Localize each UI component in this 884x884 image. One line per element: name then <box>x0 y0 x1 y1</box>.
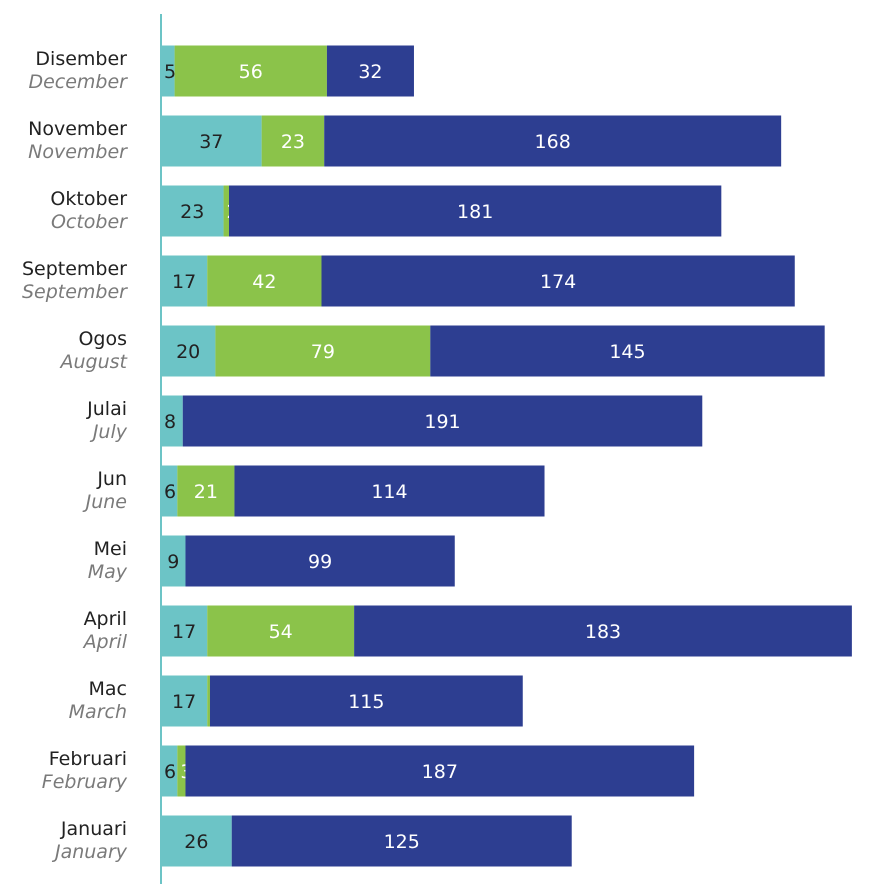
category-label: Mei <box>94 538 127 560</box>
bar-segment <box>223 185 229 237</box>
bar-value-label: 191 <box>424 411 460 433</box>
category-label: Jun <box>96 468 127 490</box>
category-label: Oktober <box>50 188 127 210</box>
category-label: Julai <box>86 398 127 420</box>
bar-segment <box>161 675 208 727</box>
bar-segment <box>215 325 431 377</box>
bar-value-label: 115 <box>348 691 384 713</box>
category-label-en: April <box>82 631 128 653</box>
bar-segment <box>234 465 545 517</box>
category-label: April <box>84 608 127 630</box>
bar-segment <box>229 185 722 237</box>
bar-segment <box>161 465 178 517</box>
bar-value-label: 6 <box>164 481 176 503</box>
bar-value-label: 99 <box>308 551 332 573</box>
bar-value-label: 23 <box>180 201 204 223</box>
bar-value-label: 145 <box>609 341 645 363</box>
category-label-en: November <box>28 141 128 163</box>
bar-value-label: 42 <box>252 271 276 293</box>
bar-value-label: 183 <box>585 621 621 643</box>
bar-segment <box>161 745 178 797</box>
bar-value-label: 181 <box>457 201 493 223</box>
bar-segment <box>161 325 216 377</box>
bar-segment <box>324 115 782 167</box>
bar-segment <box>207 605 355 657</box>
bar-segment <box>161 115 262 167</box>
bar-value-label: 8 <box>164 411 176 433</box>
bar-segment <box>321 255 795 307</box>
category-label: Disember <box>35 48 127 70</box>
category-label-en: September <box>22 281 128 303</box>
bar-segment <box>161 255 208 307</box>
category-label: September <box>22 258 127 280</box>
category-label-en: June <box>82 491 127 513</box>
bar-segment <box>161 395 183 447</box>
bar-value-label: 32 <box>358 61 382 83</box>
bar-segment <box>161 605 208 657</box>
bar-segment <box>161 185 224 237</box>
bar-value-label: 125 <box>384 831 420 853</box>
category-label-en: March <box>69 701 127 723</box>
bar-segment <box>326 45 414 97</box>
bar-segment <box>209 675 523 727</box>
bar-value-label: 5 <box>164 61 176 83</box>
category-label-en: December <box>28 71 128 93</box>
bar-value-label: 23 <box>281 131 305 153</box>
bar-value-label: 37 <box>199 131 223 153</box>
bar-segment <box>185 745 695 797</box>
category-label-en: October <box>51 211 128 233</box>
category-label-en: August <box>59 351 129 373</box>
bar-value-label: 26 <box>184 831 208 853</box>
bar-value-label: 168 <box>535 131 571 153</box>
bar-value-label: 187 <box>422 761 458 783</box>
bar-segment <box>207 675 210 727</box>
bars-layer: 5563237231682321811742174207914581916211… <box>161 45 852 867</box>
bar-segment <box>207 255 322 307</box>
bar-segment <box>161 815 232 867</box>
bar-value-label: 6 <box>164 761 176 783</box>
bar-value-label: 54 <box>269 621 293 643</box>
bar-segment <box>182 395 703 447</box>
bar-segment <box>161 45 175 97</box>
bar-value-label: 17 <box>172 271 196 293</box>
category-label: Februari <box>49 748 127 770</box>
bar-segment <box>177 745 186 797</box>
category-label-en: January <box>51 841 128 863</box>
bar-segment <box>185 535 455 587</box>
bar-segment <box>261 115 325 167</box>
category-label: Januari <box>60 818 127 840</box>
category-label: November <box>28 118 127 140</box>
bar-value-label: 21 <box>194 481 218 503</box>
category-label: Mac <box>89 678 127 700</box>
category-label-en: July <box>89 421 128 443</box>
bar-value-label: 9 <box>167 551 179 573</box>
bar-value-label: 17 <box>172 621 196 643</box>
bar-value-label: 56 <box>239 61 263 83</box>
bar-value-label: 20 <box>176 341 200 363</box>
bar-segment <box>161 535 186 587</box>
bar-value-label: 17 <box>172 691 196 713</box>
category-label-en: May <box>88 561 128 583</box>
category-label-en: February <box>42 771 128 793</box>
bar-value-label: 79 <box>311 341 335 363</box>
bar-segment <box>354 605 852 657</box>
bar-value-label: 114 <box>371 481 407 503</box>
bar-segment <box>231 815 572 867</box>
category-labels: DisemberDecemberNovemberNovemberOktoberO… <box>22 48 129 863</box>
bar-value-label: 174 <box>540 271 576 293</box>
bar-segment <box>177 465 235 517</box>
bar-segment <box>174 45 327 97</box>
bar-segment <box>430 325 825 377</box>
category-label: Ogos <box>78 328 127 350</box>
